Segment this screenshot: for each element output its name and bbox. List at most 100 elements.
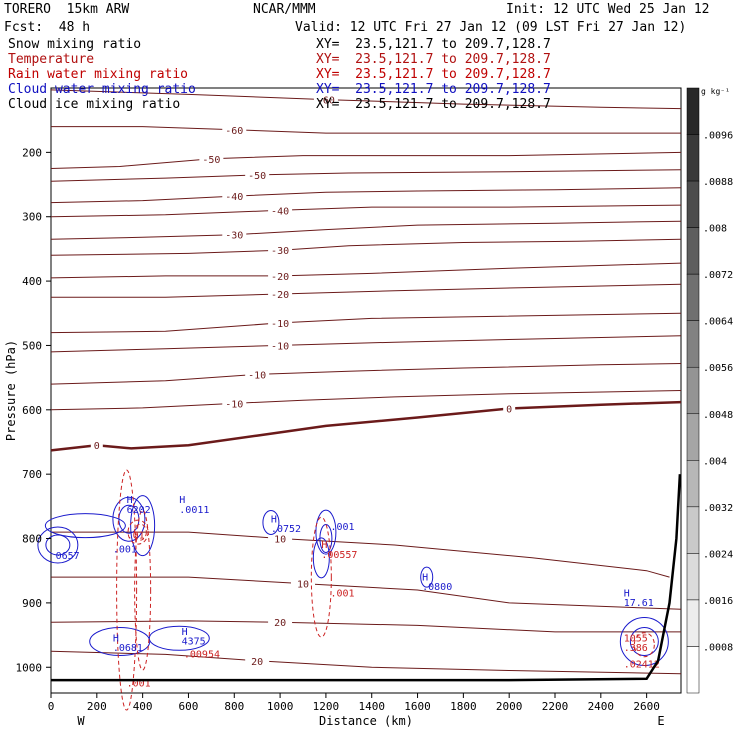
freezing-level-label: 0: [94, 441, 100, 452]
field-label-cloud-ice: Cloud ice mixing ratio: [8, 97, 181, 112]
rain-water-label: .01: [127, 531, 145, 542]
x-tick-label: 1000: [267, 700, 294, 713]
contour-label-bg: [268, 204, 293, 216]
cloud-water-label: .001: [330, 522, 354, 533]
x-tick-label: 1600: [404, 700, 431, 713]
freezing-level-contour: [50, 400, 682, 452]
cloud-water-label: H: [422, 572, 428, 583]
temperature-contour-label: 10: [297, 580, 309, 591]
y-tick-label: 1000: [16, 661, 43, 674]
contour-label-bg: [222, 190, 247, 202]
field-xy-rain: XY= 23.5,121.7 to 209.7,128.7: [316, 67, 551, 82]
temperature-contour: [50, 390, 682, 411]
temperature-contour-label: -30: [225, 231, 243, 242]
y-tick-label: 800: [22, 533, 42, 546]
temperature-contour: [50, 220, 682, 240]
temperature-contour: [51, 283, 682, 298]
field-xy-cloud-ice: XY= 23.5,121.7 to 209.7,128.7: [316, 97, 551, 112]
rain-water-label: 1055: [624, 634, 648, 645]
contour-label-bg: [313, 93, 338, 105]
colorbar-segment: [686, 599, 700, 647]
cloud-water-contour: [37, 526, 79, 564]
temperature-contour: [50, 169, 682, 182]
y-tick-label: 700: [22, 468, 42, 481]
plot-frame: [50, 87, 682, 694]
rain-water-label: .386: [624, 643, 648, 654]
forecast-hour: Fcst: 48 h: [4, 20, 91, 35]
contour-label-bg: [268, 269, 293, 281]
field-label-rain: Rain water mixing ratio: [8, 67, 189, 82]
colorbar-tick-label: .0088: [703, 177, 733, 188]
contour-label-bg: [199, 152, 224, 164]
colorbar-segment: [686, 460, 700, 508]
temperature-contour: [50, 89, 682, 110]
contour-label-bg: [222, 397, 247, 409]
cloud-water-label: H: [624, 588, 630, 599]
cloud-water-contour: [619, 617, 669, 667]
x-tick-label: 400: [133, 700, 153, 713]
colorbar-segment: [686, 553, 700, 601]
temperature-contour: [50, 650, 682, 675]
contour-label-bg: [268, 339, 293, 351]
temperature-contour-label: -30: [271, 246, 289, 257]
x-tick-label: 1200: [313, 700, 340, 713]
temperature-contour: [50, 187, 682, 204]
rain-water-label: H: [321, 540, 327, 551]
colorbar-segment: [686, 366, 700, 415]
colorbar-tick-label: .0072: [703, 270, 733, 281]
east-endpoint-label: E: [657, 714, 664, 728]
cloud-water-label: .001: [113, 545, 137, 556]
colorbar-segment: [686, 320, 700, 368]
x-tick-label: 200: [87, 700, 107, 713]
temperature-contour: [50, 620, 681, 633]
rain-water-label: .00557: [321, 550, 357, 561]
contour-label-bg: [245, 654, 270, 666]
cloud-water-label: H: [271, 514, 277, 525]
cloud-water-label: H: [179, 495, 185, 506]
cloud-water-label: H: [182, 627, 188, 638]
y-axis-label: Pressure (hPa): [4, 340, 18, 441]
temperature-contour-label: -10: [248, 370, 266, 381]
temperature-contour: [50, 151, 682, 169]
field-xy-temperature: XY= 23.5,121.7 to 209.7,128.7: [316, 52, 551, 67]
colorbar-segment: [686, 87, 700, 135]
cloud-water-contour: [629, 627, 659, 657]
colorbar-unit: g kg⁻¹: [701, 87, 730, 96]
y-tick-label: 400: [22, 275, 42, 288]
x-tick-label: 2400: [588, 700, 615, 713]
x-tick-label: 600: [179, 700, 199, 713]
init-time: Init: 12 UTC Wed 25 Jan 12: [506, 2, 710, 17]
contour-label-bg: [222, 123, 247, 135]
x-tick-label: 2200: [542, 700, 569, 713]
temperature-contour-label: -40: [271, 206, 289, 217]
colorbar-segment: [686, 413, 700, 461]
rain-water-label: .02412: [624, 659, 660, 670]
cloud-water-label: H: [127, 495, 133, 506]
x-tick-label: 1800: [450, 700, 477, 713]
contour-label-bg: [268, 244, 293, 256]
colorbar-tick-label: .008: [703, 224, 727, 235]
colorbar-segment: [686, 646, 700, 694]
colorbar-segment: [686, 227, 700, 275]
temperature-contour-label: -10: [271, 341, 289, 352]
field-label-cloud-water: Cloud water mixing ratio: [8, 82, 196, 97]
colorbar-tick-label: .0032: [703, 503, 733, 514]
y-tick-label: 600: [22, 404, 42, 417]
cloud-water-contour: [312, 537, 330, 579]
rain-water-label: .00954: [184, 650, 220, 661]
temperature-contour: [51, 126, 681, 134]
x-tick-label: 2600: [633, 700, 660, 713]
y-tick-label: 200: [22, 146, 42, 159]
temperature-contour-label: -60: [225, 126, 243, 137]
temperature-contour-label: -10: [271, 319, 289, 330]
temperature-contour: [50, 238, 682, 256]
contour-label-bg: [90, 439, 103, 451]
temperature-contour: [50, 262, 682, 279]
contour-label-bg: [245, 168, 270, 180]
terrain-line: [51, 474, 682, 682]
contour-label-bg: [245, 368, 270, 380]
cloud-water-contour: [45, 534, 71, 556]
colorbar-tick-label: .0096: [703, 131, 733, 142]
x-tick-label: 2000: [496, 700, 523, 713]
temperature-contour: [51, 531, 670, 578]
